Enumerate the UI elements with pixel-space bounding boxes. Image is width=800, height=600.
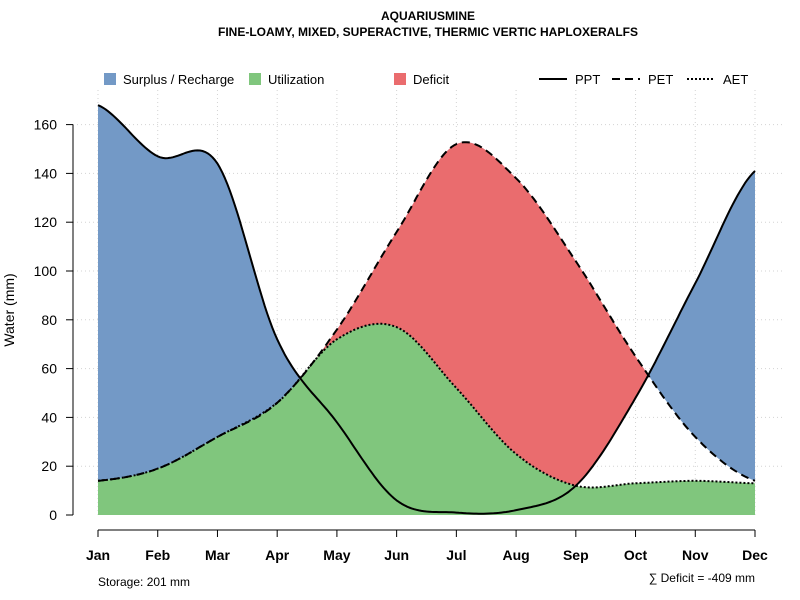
x-tick-label-jul: Jul [446,547,466,563]
x-tick-label-dec: Dec [742,547,768,563]
legend: Surplus / Recharge Utilization Deficit PPT P… [104,72,748,87]
y-tick-label-0: 0 [49,507,57,523]
storage-annotation: Storage: 201 mm [98,575,190,589]
area-utilization [98,323,755,515]
y-axis-label: Water (mm) [1,273,17,346]
line-aet [97,322,756,489]
axes: 0 20 40 60 80 100 120 140 160 Jan Feb Mar Apr May Jun J… [34,117,768,563]
y-tick-label-140: 140 [34,165,58,181]
y-tick-label-20: 20 [41,458,57,474]
y-tick-label-60: 60 [41,361,57,377]
legend-swatch-1 [249,73,261,85]
legend-label-aet: AET [723,72,748,87]
deficit-annotation: ∑ Deficit = -409 mm [649,571,755,585]
x-tick-label-oct: Oct [624,547,648,563]
y-tick-label-120: 120 [34,214,58,230]
x-tick-label-sep: Sep [563,547,589,563]
x-tick-label-feb: Feb [145,547,170,563]
legend-label-0: Surplus / Recharge [123,72,234,87]
chart-subtitle: FINE-LOAMY, MIXED, SUPERACTIVE, THERMIC … [218,25,638,39]
x-tick-label-jun: Jun [384,547,409,563]
legend-swatch-2 [394,73,406,85]
y-tick-label-100: 100 [34,263,58,279]
area-fills [98,105,755,515]
x-tick-label-nov: Nov [682,547,709,563]
x-tick-label-jan: Jan [86,547,110,563]
legend-label-2: Deficit [413,72,450,87]
legend-label-ppt: PPT [575,72,600,87]
series-lines [97,104,756,515]
x-tick-label-may: May [323,547,350,563]
area-deficit [98,142,755,486]
chart-title: AQUARIUSMINE [381,9,475,23]
legend-label-pet: PET [648,72,673,87]
legend-swatch-0 [104,73,116,85]
y-tick-label-160: 160 [34,117,58,133]
x-tick-label-aug: Aug [502,547,529,563]
x-tick-label-mar: Mar [205,547,230,563]
y-tick-label-40: 40 [41,409,57,425]
x-tick-label-apr: Apr [265,547,290,563]
legend-label-1: Utilization [268,72,324,87]
line-ppt [97,104,756,515]
y-tick-label-80: 80 [41,312,57,328]
